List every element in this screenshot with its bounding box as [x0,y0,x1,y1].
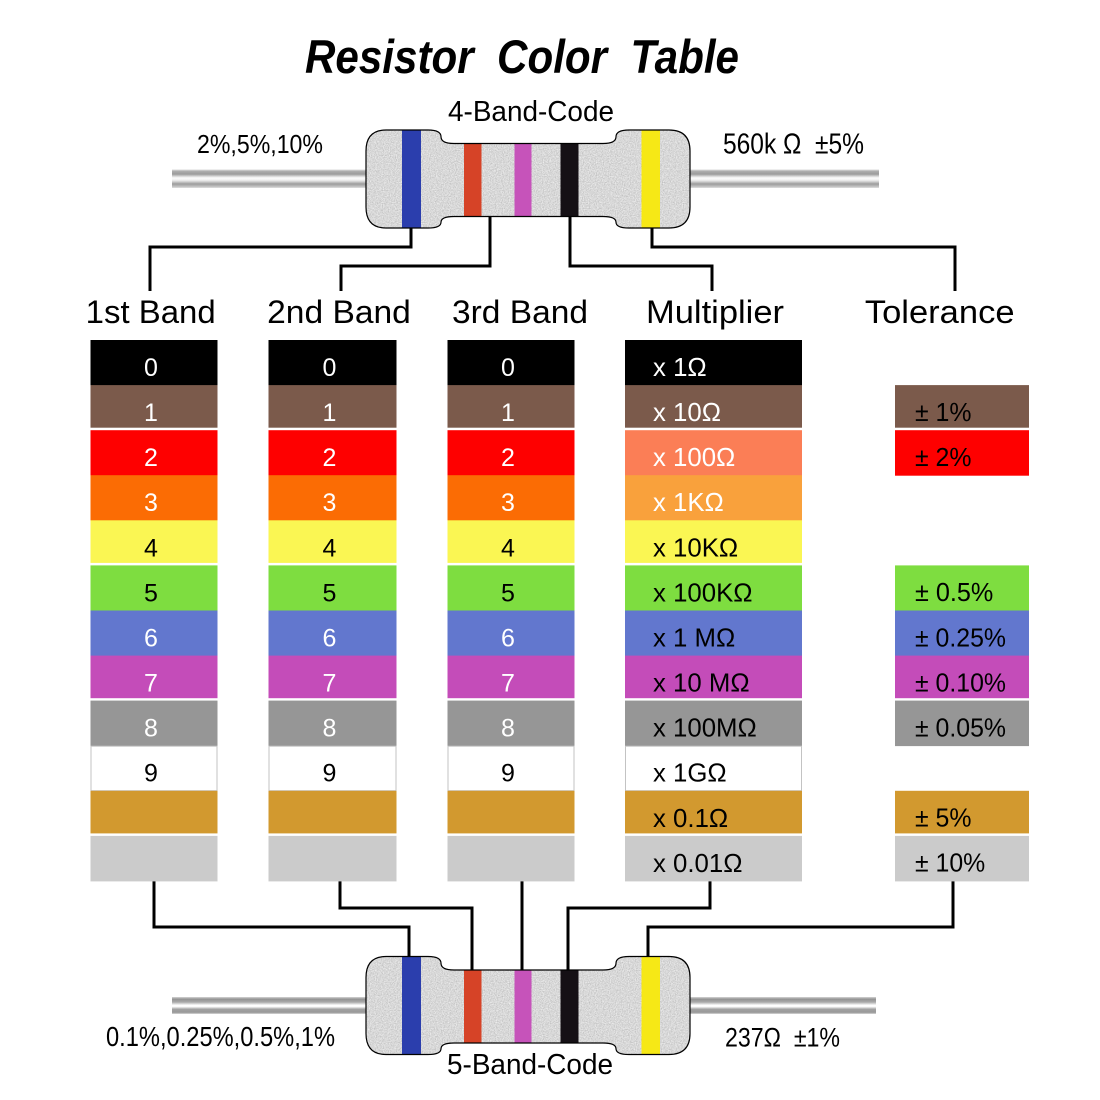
svg-text:2%,5%,10%: 2%,5%,10% [197,129,323,159]
svg-text:7: 7 [144,670,158,698]
svg-text:± 0.25%: ± 0.25% [915,622,1006,652]
svg-text:x 100KΩ: x 100KΩ [653,577,753,607]
svg-text:x 100MΩ: x 100MΩ [653,713,757,743]
svg-text:x 10Ω: x 10Ω [653,397,721,427]
svg-text:5-Band-Code: 5-Band-Code [447,1049,613,1081]
svg-text:0: 0 [501,354,515,382]
svg-text:x 10 MΩ: x 10 MΩ [653,668,750,698]
svg-text:2: 2 [501,444,515,472]
svg-text:1: 1 [501,399,515,427]
svg-text:Multiplier: Multiplier [646,294,784,330]
svg-text:Resistor Color Table: Resistor Color Table [305,30,739,83]
svg-text:x 0.1Ω: x 0.1Ω [653,803,728,833]
svg-text:± 5%: ± 5% [915,803,972,833]
svg-text:9: 9 [323,760,337,788]
svg-text:x 10KΩ: x 10KΩ [653,532,738,562]
svg-text:4: 4 [501,534,515,562]
svg-text:8: 8 [144,715,158,743]
svg-text:8: 8 [323,715,337,743]
svg-text:0.1%,0.25%,0.5%,1%: 0.1%,0.25%,0.5%,1% [106,1021,335,1052]
svg-text:4: 4 [323,534,337,562]
svg-text:0: 0 [323,354,337,382]
svg-text:± 1%: ± 1% [915,397,972,427]
svg-text:8: 8 [501,715,515,743]
svg-text:3: 3 [501,489,515,517]
svg-text:5: 5 [323,579,337,607]
svg-text:6: 6 [501,625,515,653]
svg-text:237Ω ±1%: 237Ω ±1% [725,1022,840,1052]
svg-text:7: 7 [323,670,337,698]
svg-text:5: 5 [501,579,515,607]
svg-text:x 1GΩ: x 1GΩ [653,758,727,788]
svg-text:6: 6 [144,625,158,653]
svg-text:Tolerance: Tolerance [865,294,1015,330]
svg-text:3: 3 [144,489,158,517]
svg-text:± 0.5%: ± 0.5% [915,577,993,607]
svg-text:x 1 MΩ: x 1 MΩ [653,623,735,653]
svg-text:4-Band-Code: 4-Band-Code [448,96,614,128]
svg-text:± 2%: ± 2% [915,442,972,472]
svg-text:1: 1 [323,399,337,427]
svg-text:± 0.10%: ± 0.10% [915,667,1006,697]
svg-text:6: 6 [323,625,337,653]
svg-text:x 100Ω: x 100Ω [653,442,735,472]
svg-text:9: 9 [144,760,158,788]
svg-text:0: 0 [144,354,158,382]
svg-text:5: 5 [144,579,158,607]
svg-text:2: 2 [323,444,337,472]
svg-text:4: 4 [144,534,158,562]
svg-text:9: 9 [501,760,515,788]
svg-text:1: 1 [144,399,158,427]
svg-text:7: 7 [501,670,515,698]
svg-text:x 1Ω: x 1Ω [653,352,707,382]
svg-text:2: 2 [144,444,158,472]
svg-text:1st Band: 1st Band [86,294,216,330]
svg-text:2nd Band: 2nd Band [267,294,411,330]
svg-text:± 0.05%: ± 0.05% [915,712,1006,742]
svg-text:3rd Band: 3rd Band [452,294,588,330]
svg-text:560k Ω ±5%: 560k Ω ±5% [723,129,864,161]
svg-text:x 0.01Ω: x 0.01Ω [653,848,743,878]
svg-text:3: 3 [323,489,337,517]
svg-text:x 1KΩ: x 1KΩ [653,487,724,517]
svg-text:± 10%: ± 10% [915,848,985,878]
